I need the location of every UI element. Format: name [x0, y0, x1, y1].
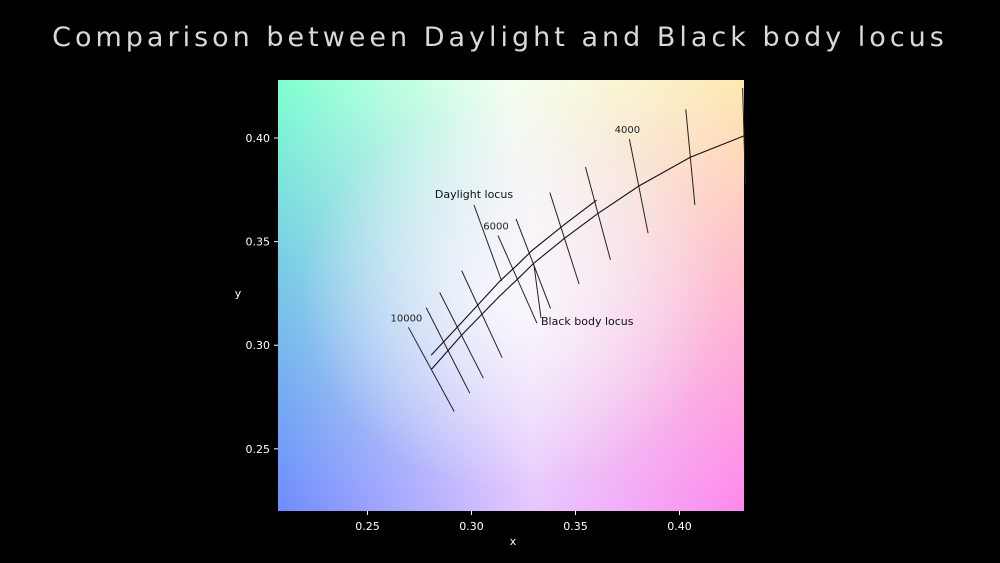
series-line [430, 135, 745, 370]
annotation-leader [533, 264, 542, 319]
isotherm-label: 10000 [390, 313, 422, 324]
x-axis: 0.25 0.30 0.35 0.40 [355, 511, 692, 533]
x-axis-label: x [510, 535, 517, 548]
y-axis-label: y [235, 287, 242, 300]
x-tick-label: 0.25 [355, 520, 380, 533]
y-axis: 0.25 0.30 0.35 0.40 [246, 132, 278, 456]
slide-title: Comparison between Daylight and Black bo… [52, 22, 948, 53]
locus-curves [430, 135, 745, 370]
series-line [430, 199, 597, 356]
isotherm-label: 4000 [615, 125, 640, 136]
y-tick-label: 0.30 [246, 339, 271, 352]
y-tick-label: 0.35 [246, 236, 271, 249]
x-tick-label: 0.30 [459, 520, 484, 533]
isotherm-label: 6000 [483, 221, 508, 232]
y-tick-label: 0.25 [246, 443, 271, 456]
plot-background [278, 80, 744, 511]
annotation-black-body-locus: Black body locus [541, 315, 634, 328]
annotation-daylight-locus: Daylight locus [435, 188, 513, 201]
annotations: Daylight locus Black body locus [435, 188, 634, 328]
y-tick-label: 0.40 [246, 132, 271, 145]
annotation-leader [473, 204, 503, 282]
x-tick-label: 0.35 [563, 520, 588, 533]
x-tick-label: 0.40 [667, 520, 692, 533]
